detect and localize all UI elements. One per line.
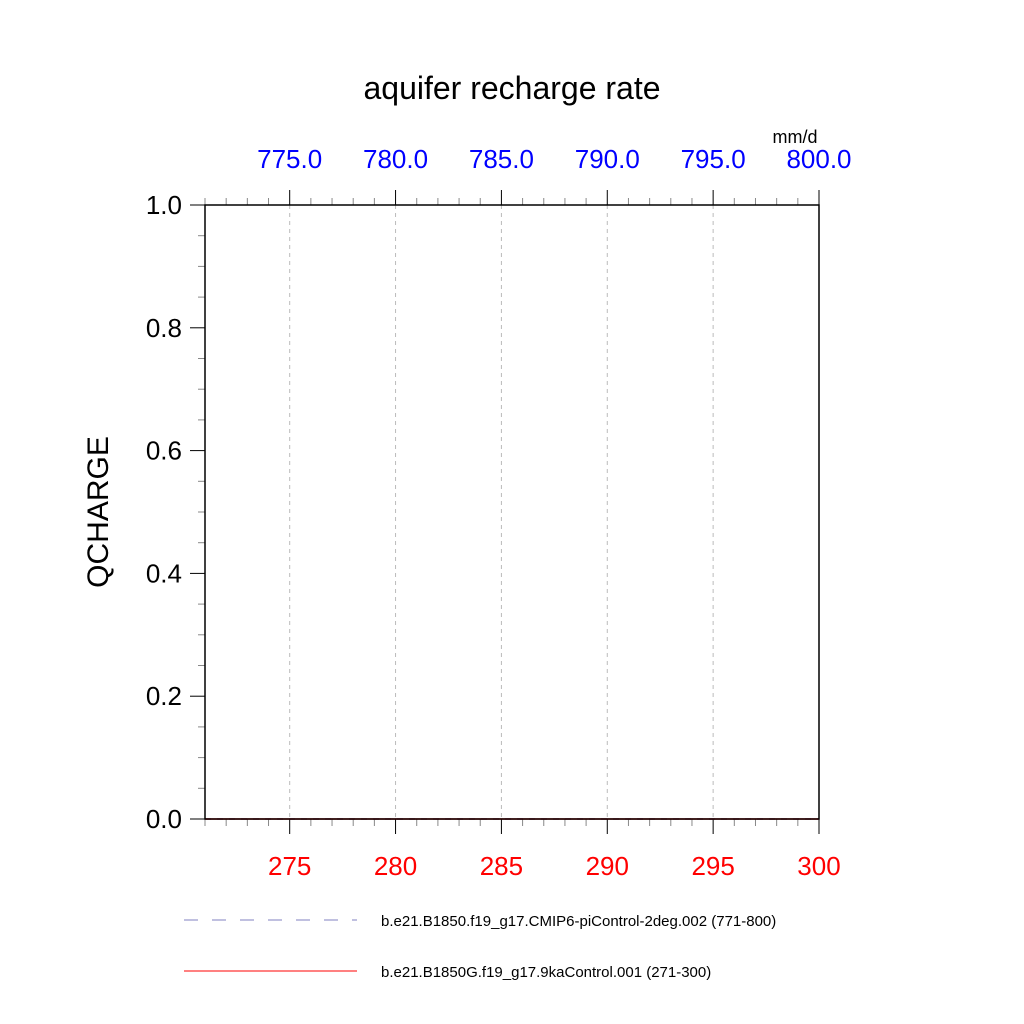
- legend: b.e21.B1850.f19_g17.CMIP6-piControl-2deg…: [184, 913, 776, 981]
- bottom-x-tick-label: 290: [586, 851, 629, 881]
- y-tick-label: 1.0: [146, 190, 182, 220]
- plot-frame: [204, 204, 820, 820]
- y-tick-label: 0.6: [146, 436, 182, 466]
- chart-title: aquifer recharge rate: [363, 70, 660, 106]
- top-x-tick-label: 780.0: [363, 144, 428, 174]
- legend-label-1: b.e21.B1850G.f19_g17.9kaControl.001 (271…: [381, 964, 711, 981]
- top-x-tick-label: 790.0: [575, 144, 640, 174]
- units-label: mm/d: [773, 127, 818, 147]
- y-tick-label: 0.0: [146, 804, 182, 834]
- top-x-tick-label: 795.0: [681, 144, 746, 174]
- bottom-x-tick-label: 300: [797, 851, 840, 881]
- y-tick-label: 0.2: [146, 681, 182, 711]
- bottom-x-tick-label: 295: [691, 851, 734, 881]
- y-axis-label: QCHARGE: [82, 436, 115, 588]
- bottom-x-tick-label: 275: [268, 851, 311, 881]
- bottom-x-tick-label: 280: [374, 851, 417, 881]
- legend-label-0: b.e21.B1850.f19_g17.CMIP6-piControl-2deg…: [381, 913, 776, 930]
- y-tick-label: 0.8: [146, 313, 182, 343]
- y-tick-label: 0.4: [146, 558, 182, 588]
- top-x-tick-label: 785.0: [469, 144, 534, 174]
- bottom-x-tick-label: 285: [480, 851, 523, 881]
- top-x-tick-label: 775.0: [257, 144, 322, 174]
- top-x-tick-label: 800.0: [786, 144, 851, 174]
